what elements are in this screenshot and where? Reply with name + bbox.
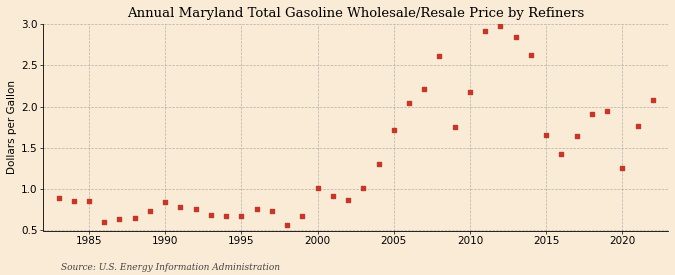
Point xyxy=(601,109,612,114)
Point xyxy=(373,162,384,167)
Point xyxy=(68,199,79,203)
Point xyxy=(251,207,262,211)
Point xyxy=(221,213,232,218)
Point xyxy=(53,196,64,200)
Point xyxy=(190,207,201,211)
Point xyxy=(647,98,658,102)
Point xyxy=(236,213,247,218)
Point xyxy=(450,125,460,130)
Point xyxy=(267,209,277,214)
Point xyxy=(464,90,475,95)
Point xyxy=(281,222,292,227)
Point xyxy=(556,152,567,156)
Y-axis label: Dollars per Gallon: Dollars per Gallon xyxy=(7,80,17,174)
Text: Source: U.S. Energy Information Administration: Source: U.S. Energy Information Administ… xyxy=(61,263,279,272)
Point xyxy=(312,186,323,191)
Point xyxy=(419,87,430,91)
Point xyxy=(358,185,369,190)
Point xyxy=(495,24,506,29)
Point xyxy=(175,204,186,209)
Point xyxy=(205,213,216,217)
Point xyxy=(343,198,354,202)
Point xyxy=(388,128,399,132)
Point xyxy=(480,29,491,34)
Point xyxy=(327,194,338,198)
Point xyxy=(404,101,414,105)
Point xyxy=(114,217,125,221)
Point xyxy=(510,35,521,39)
Point xyxy=(434,54,445,58)
Title: Annual Maryland Total Gasoline Wholesale/Resale Price by Refiners: Annual Maryland Total Gasoline Wholesale… xyxy=(127,7,585,20)
Point xyxy=(571,134,582,139)
Point xyxy=(526,53,537,57)
Point xyxy=(130,216,140,220)
Point xyxy=(99,220,109,224)
Point xyxy=(617,166,628,170)
Point xyxy=(84,199,95,203)
Point xyxy=(160,199,171,204)
Point xyxy=(587,112,597,116)
Point xyxy=(541,133,551,138)
Point xyxy=(297,213,308,218)
Point xyxy=(632,124,643,129)
Point xyxy=(144,208,155,213)
